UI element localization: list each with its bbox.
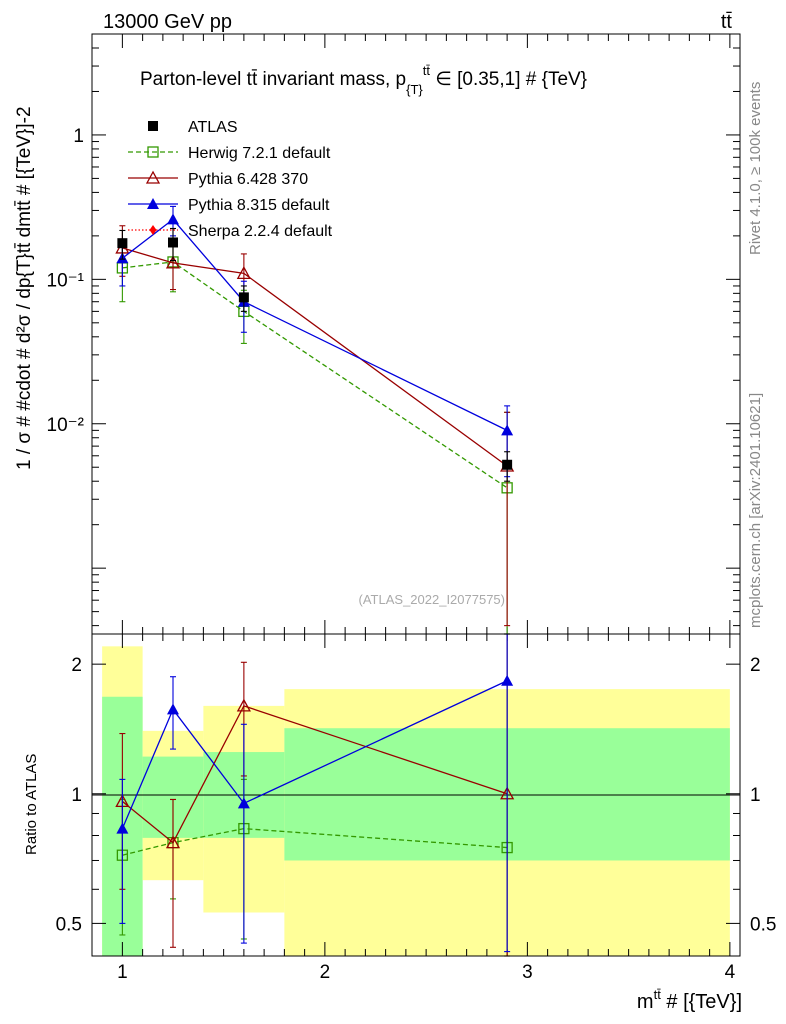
- energy-label: 13000 GeV pp: [103, 11, 232, 33]
- main-ytick-label: 1: [73, 126, 84, 147]
- process-label: tt̄: [721, 11, 733, 33]
- ratio-ticks: 2 2 1 1 0.5 0.5 1 2 3 4: [56, 634, 776, 983]
- ratio-ytick-label: 0.5: [56, 914, 82, 935]
- legend-pythia-8-315-default-marker: [147, 198, 159, 209]
- mcplots-label: mcplots.cern.ch [arXiv:2401.10621]: [747, 393, 764, 628]
- legend-atlas-marker: [148, 121, 158, 131]
- ratio-ytick-label: 1: [71, 785, 82, 806]
- ratio-xtick-label: 4: [725, 962, 736, 983]
- legend-pythia-8-315-default-label: Pythia 8.315 default: [188, 197, 330, 214]
- ratio-pythia-8-315-default-point: [237, 797, 250, 809]
- title-tail: ∈ [0.35,1] # {TeV}: [430, 69, 587, 90]
- xlabel-sup: tt̄: [654, 987, 662, 1002]
- ratio-panel: 2 2 1 1 0.5 0.5 1 2 3 4 Ratio to ATLAS mtt̄ # [{T…: [23, 633, 776, 1013]
- main-atlas-point: [502, 459, 513, 470]
- watermark: (ATLAS_2022_I2077575): [359, 592, 505, 607]
- ratio-bands: [102, 646, 730, 956]
- main-series: [115, 205, 515, 635]
- ratio-pythia-6-428-370-point: [236, 698, 251, 712]
- main-herwig-7-2-1-default-line: [122, 261, 508, 489]
- title-sup: tt̄: [423, 63, 431, 78]
- main-pythia-8-315-default-point: [167, 213, 179, 225]
- main-ylabel: 1 / σ # #cdot # d²σ / dp{T}tt̄ dmtt̄ # […: [14, 106, 35, 470]
- ratio-pythia-8-315-default-point: [167, 703, 179, 715]
- main-atlas-point: [238, 292, 249, 303]
- ratio-pythia-6-428-370-point: [165, 835, 181, 849]
- main-atlas-point: [168, 237, 178, 248]
- ratio-xtick-label: 2: [320, 962, 331, 983]
- title-main: Parton-level tt̄ invariant mass, p: [140, 69, 406, 90]
- legend-herwig-7-2-1-default-label: Herwig 7.2.1 default: [188, 145, 331, 162]
- ratio-pythia-6-428-370-line: [121, 705, 508, 844]
- ratio-ytick-label-right: 0.5: [750, 914, 776, 935]
- ratio-frame: [91, 633, 741, 957]
- ratio-ytick-label-right: 2: [750, 655, 761, 676]
- main-panel: Parton-level tt̄ invariant mass, p{T}tt̄…: [14, 33, 741, 635]
- ratio-series: [115, 633, 515, 957]
- main-ytick-label: 10⁻²: [47, 415, 85, 436]
- main-ticks: 1 10⁻¹ 10⁻²: [47, 33, 740, 634]
- ratio-ytick-label-right: 1: [750, 785, 761, 806]
- main-pythia-6-428-370-line: [122, 247, 508, 467]
- ratio-xtick-label: 3: [522, 962, 533, 983]
- main-pythia-8-315-default-point: [501, 424, 514, 436]
- main-xlabel: mtt̄ # [{TeV}]: [637, 987, 742, 1013]
- legend-sherpa-2-2-4-default-marker: [149, 225, 157, 235]
- ratio-pythia-8-315-default-point: [116, 822, 129, 834]
- ratio-pythia-8-315-default-point: [501, 674, 514, 686]
- legend-pythia-6-428-370-marker: [145, 170, 161, 184]
- legend-pythia-6-428-370-label: Pythia 6.428 370: [188, 171, 308, 188]
- main-pythia-8-315-default-line: [121, 218, 508, 431]
- main-pythia-6-428-370-point: [165, 255, 181, 269]
- main-ytick-label: 10⁻¹: [47, 270, 85, 291]
- main-pythia-6-428-370-point: [236, 266, 251, 280]
- rivet-label: Rivet 4.1.0, ≥ 100k events: [747, 82, 764, 255]
- legend-atlas-label: ATLAS: [188, 119, 238, 136]
- ratio-xtick-label: 1: [117, 962, 128, 983]
- ratio-herwig-7-2-1-default-line: [122, 827, 508, 856]
- legend: ATLAS Herwig 7.2.1 default Pythia 6.428 37…: [128, 119, 333, 240]
- main-atlas-point: [117, 238, 128, 249]
- chart-title: Parton-level tt̄ invariant mass, p{T}tt̄…: [140, 63, 587, 97]
- xlabel-rest: # [{TeV}]: [661, 991, 742, 1013]
- ratio-ytick-label: 2: [71, 655, 82, 676]
- legend-herwig-7-2-1-default-marker: [147, 146, 159, 158]
- legend-sherpa-2-2-4-default-label: Sherpa 2.2.4 default: [188, 223, 333, 240]
- ratio-ylabel: Ratio to ATLAS: [23, 754, 40, 855]
- ratio-pythia-8-315-default-line: [121, 680, 508, 829]
- title-sub: {T}: [406, 82, 423, 97]
